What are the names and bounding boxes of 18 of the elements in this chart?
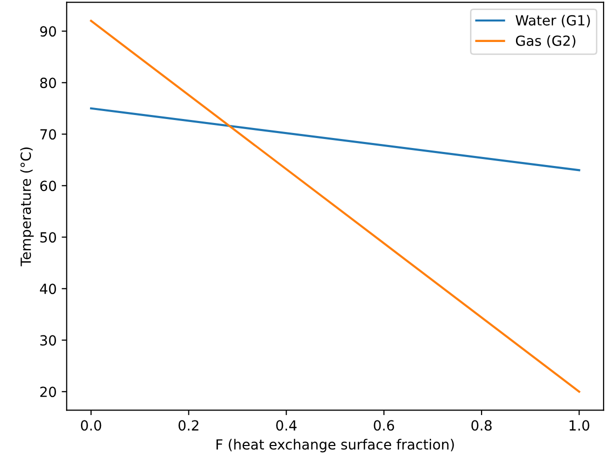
y-tick-label: 30 [40,335,56,346]
y-tick-label: 50 [40,232,56,243]
x-tick-label: 0.6 [374,420,394,431]
x-tick-label: 0.4 [276,420,297,431]
x-tick-label: 1.0 [570,420,590,431]
legend-label: Water (G1) [516,14,590,28]
y-axis-title: Temperature (°C) [20,148,34,266]
x-tick-label: 0.2 [178,420,198,431]
y-tick-label: 60 [40,180,56,192]
y-tick-label: 80 [40,78,56,88]
y-tick-label: 40 [40,284,56,294]
y-tick-label: 20 [40,386,56,398]
y-tick-label: 90 [40,26,56,37]
y-tick-label: 70 [40,129,56,140]
x-tick-label: 0.0 [80,420,102,431]
x-tick-label: 0.8 [471,420,492,431]
x-axis-title: F (heat exchange surface fraction) [216,438,454,452]
legend-label: Gas (G2) [516,35,576,48]
